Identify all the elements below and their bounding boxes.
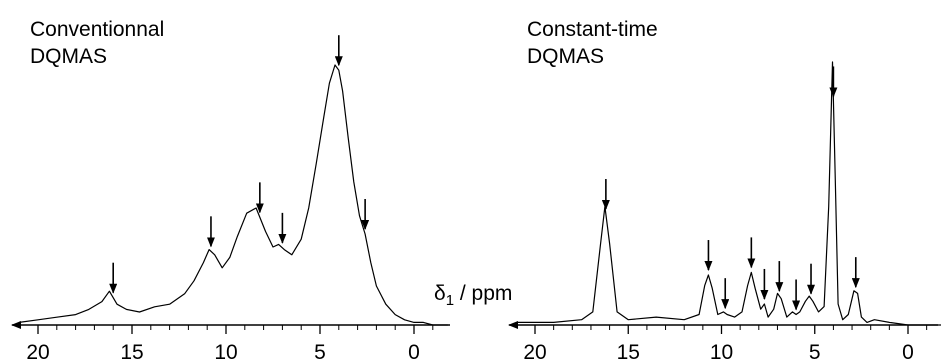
x-axis-label: δ1 / ppm bbox=[434, 282, 512, 309]
right-tick-label: 20 bbox=[523, 341, 546, 362]
left-title-line-1: Conventionnal bbox=[30, 18, 165, 41]
x-axis-label-prefix: δ bbox=[434, 282, 446, 305]
right-title-line-1: Constant-time bbox=[527, 18, 658, 41]
right-tick-label: 0 bbox=[902, 341, 914, 362]
left-spectrum-line bbox=[19, 64, 448, 326]
right-tick-label: 10 bbox=[710, 341, 733, 362]
left-tick-label: 0 bbox=[408, 341, 420, 362]
left-panel-title: Conventionnal DQMAS bbox=[30, 16, 164, 70]
right-tick-label: 15 bbox=[617, 341, 640, 362]
left-tick-label: 20 bbox=[26, 341, 49, 362]
left-tick-label: 15 bbox=[120, 341, 143, 362]
left-title-line-2: DQMAS bbox=[30, 45, 108, 68]
right-title-line-2: DQMAS bbox=[527, 45, 605, 68]
left-tick-label: 10 bbox=[214, 341, 237, 362]
x-axis-label-suffix: / ppm bbox=[454, 282, 513, 305]
left-tick-label: 5 bbox=[314, 341, 326, 362]
left-spectrum-panel: 20 15 10 5 0 bbox=[11, 35, 450, 362]
right-panel-title: Constant-time DQMAS bbox=[527, 16, 658, 70]
x-axis-label-subscript: 1 bbox=[445, 292, 455, 310]
right-spectrum-line bbox=[516, 61, 941, 326]
right-tick-label: 5 bbox=[809, 341, 821, 362]
right-spectrum-panel: 20 15 10 5 0 bbox=[508, 61, 941, 362]
